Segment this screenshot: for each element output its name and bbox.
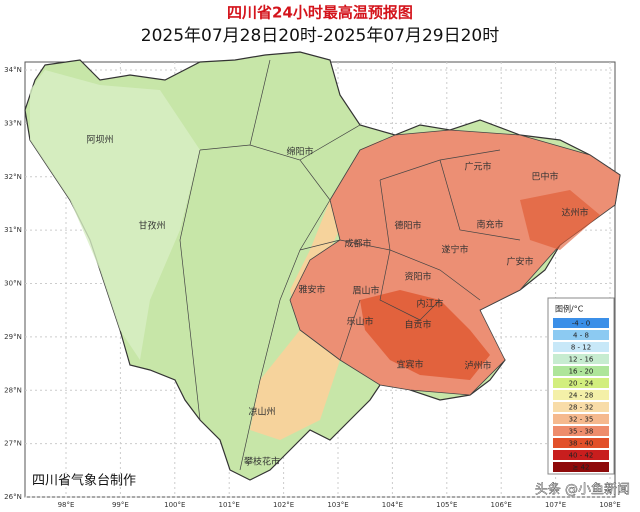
legend-swatch (553, 438, 609, 448)
legend-label: 38 - 40 (569, 440, 594, 448)
legend-swatch (553, 366, 609, 376)
city-label: 巴中市 (531, 171, 558, 183)
city-label: 广元市 (464, 161, 491, 173)
city-label: 自贡市 (404, 319, 431, 331)
city-label: 甘孜州 (138, 220, 165, 232)
city-label: 广安市 (506, 256, 533, 268)
city-label: 泸州市 (464, 360, 491, 372)
city-label: 内江市 (416, 298, 443, 310)
legend-swatch (553, 450, 609, 460)
legend-label: 28 - 32 (569, 404, 594, 412)
city-label: 阿坝州 (86, 135, 113, 146)
legend-label: 24 - 28 (569, 392, 594, 400)
legend-label: 32 - 35 (569, 416, 594, 424)
city-label: 达州市 (561, 207, 588, 219)
lon-label: 107°E (545, 501, 566, 509)
lon-label: 102°E (273, 501, 294, 509)
lat-label: 31°N (4, 226, 22, 234)
lat-label: 29°N (4, 333, 22, 341)
lat-label: 27°N (4, 440, 22, 448)
legend-swatch (553, 414, 609, 424)
legend-label: ≥ 42 (573, 464, 590, 472)
west-highland (30, 70, 200, 360)
legend-swatch (553, 462, 609, 472)
legend-swatch (553, 354, 609, 364)
city-label: 雅安市 (298, 284, 325, 296)
lat-label: 26°N (4, 493, 22, 501)
lon-label: 98°E (58, 501, 75, 509)
lon-label: 99°E (112, 501, 129, 509)
legend-label: 12 - 16 (569, 356, 594, 364)
city-label: 宜宾市 (396, 359, 423, 371)
legend-swatch (553, 426, 609, 436)
city-label: 眉山市 (352, 285, 379, 297)
very-hot-zone (520, 190, 600, 250)
lon-label: 108°E (599, 501, 620, 509)
legend-swatch (553, 402, 609, 412)
legend-label: 8 - 12 (571, 344, 591, 352)
credit: 四川省气象台制作 (32, 473, 136, 489)
lon-label: 101°E (219, 501, 240, 509)
lat-label: 32°N (4, 173, 22, 181)
legend-label: 16 - 20 (569, 368, 594, 376)
lat-label: 33°N (4, 119, 22, 127)
lat-label: 30°N (4, 280, 22, 288)
legend-swatch (553, 318, 609, 328)
lon-label: 104°E (382, 501, 403, 509)
city-label: 遂宁市 (441, 244, 468, 256)
city-label: 南充市 (476, 219, 503, 231)
very-hot-zone (360, 290, 490, 380)
title: 四川省24小时最高温预报图 (227, 4, 413, 22)
legend-label: 4 - 8 (573, 332, 589, 340)
lon-label: 106°E (491, 501, 512, 509)
legend-label: 40 - 42 (569, 452, 594, 460)
subtitle: 2025年07月28日20时-2025年07月29日20时 (141, 26, 499, 46)
city-label: 乐山市 (346, 316, 373, 328)
city-label: 凉山州 (248, 406, 275, 418)
lat-label: 34°N (4, 66, 22, 74)
prefecture-borders (179, 59, 521, 471)
city-label: 攀枝花市 (244, 456, 280, 468)
legend-title: 图例/°C (555, 304, 584, 314)
legend-label: -4 - 0 (572, 320, 590, 328)
lon-label: 105°E (436, 501, 457, 509)
city-label: 成都市 (344, 238, 371, 250)
city-label: 德阳市 (394, 220, 421, 232)
lat-label: 28°N (4, 386, 22, 394)
legend-label: 35 - 38 (569, 428, 594, 436)
lon-label: 103°E (327, 501, 348, 509)
lon-label: 100°E (164, 501, 185, 509)
legend-label: 20 - 24 (569, 380, 594, 388)
legend-swatch (553, 390, 609, 400)
legend-swatch (553, 330, 609, 340)
legend: -4 - 0 4 - 8 8 - 12 12 - 16 16 - 20 20 - 24 24… (553, 318, 609, 472)
watermark: 头条 @小鱼新闻 (535, 482, 630, 498)
legend-swatch (553, 378, 609, 388)
legend-swatch (553, 342, 609, 352)
city-label: 绵阳市 (286, 146, 313, 158)
city-label: 资阳市 (404, 271, 431, 283)
